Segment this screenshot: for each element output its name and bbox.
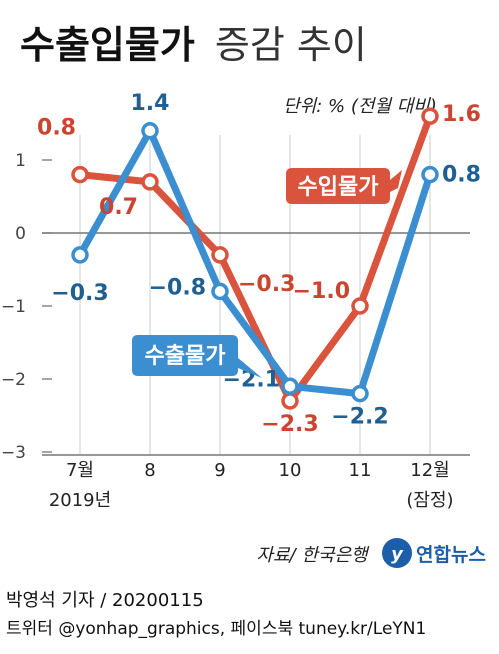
credit-line-1: 박영석 기자 / 20200115	[6, 590, 204, 611]
y-tick-label: −1	[1, 297, 26, 317]
x-tick-label: 7월	[66, 460, 94, 481]
svg-text:수출입물가 증감 추이: 수출입물가 증감 추이	[20, 23, 367, 67]
series-point-export	[141, 122, 159, 140]
series-point-import	[141, 173, 159, 191]
series-point-export	[421, 165, 439, 184]
series-point-import	[71, 165, 89, 184]
yonhap-logo-text: 연합뉴스	[416, 544, 486, 566]
legend-export: 수출물가	[132, 335, 262, 378]
data-label-export: −0.8	[149, 275, 206, 300]
data-label-export: −0.3	[51, 281, 108, 306]
chart-title: 수출입물가	[20, 23, 195, 67]
data-label-import: 0.8	[37, 116, 76, 141]
x-tick-label: 9	[214, 460, 225, 481]
data-label-export: 1.4	[131, 91, 170, 116]
series-point-export	[211, 282, 229, 301]
series-point-import	[421, 107, 439, 125]
legend-export-tag	[132, 335, 262, 378]
series-point-export	[281, 377, 299, 396]
chart-title-rest: 증감 추이	[215, 23, 367, 67]
series-layer	[71, 107, 439, 410]
unit-label: 단위: % (전월 대비)	[283, 96, 437, 117]
source-label: 자료/ 한국은행	[256, 545, 370, 566]
x-tick-sublabel: (잠정)	[406, 490, 453, 511]
series-line-export	[76, 127, 434, 398]
series-point-import	[281, 392, 299, 410]
x-tick-label: 8	[144, 460, 155, 481]
data-label-import: 0.7	[99, 195, 138, 220]
yonhap-logo-glyph: y	[391, 544, 404, 565]
yonhap-logo: y 연합뉴스	[382, 538, 486, 568]
data-label-import: 1.6	[442, 102, 481, 127]
data-label-import: −0.3	[238, 272, 295, 297]
y-tick-label: −2	[1, 370, 26, 390]
series-point-import	[351, 297, 369, 315]
label-layer: 0.80.7−0.3−2.3−1.01.6−0.31.4−0.8−2.1−2.2…	[37, 91, 481, 437]
data-label-import: −1.0	[293, 279, 350, 304]
data-label-import: −2.3	[261, 412, 318, 437]
y-tick-label: 0	[15, 224, 26, 244]
x-tick-label: 10	[279, 460, 302, 481]
legend-import-tag	[286, 168, 402, 204]
yonhap-logo-icon	[382, 538, 412, 568]
x-tick-label: 12월	[410, 460, 449, 481]
y-tick-label: −3	[1, 443, 26, 463]
y-tick-label: 1	[15, 151, 26, 171]
series-point-export	[351, 384, 369, 403]
x-tick-sublabel: 2019년	[49, 490, 111, 511]
legend-export-label: 수출물가	[145, 344, 226, 369]
legend-import-label: 수입물가	[298, 175, 379, 200]
series-point-export	[71, 246, 89, 264]
x-tick-label: 11	[349, 460, 372, 481]
credit-background	[0, 580, 499, 654]
credit-line-2: 트위터 @yonhap_graphics, 페이스북 tuney.kr/LeYN…	[6, 619, 426, 639]
series-line-import	[76, 112, 434, 405]
legend-import: 수입물가	[286, 168, 402, 204]
series-point-import	[211, 246, 229, 264]
data-label-export: 0.8	[442, 163, 481, 188]
data-label-export: −2.2	[331, 405, 388, 430]
